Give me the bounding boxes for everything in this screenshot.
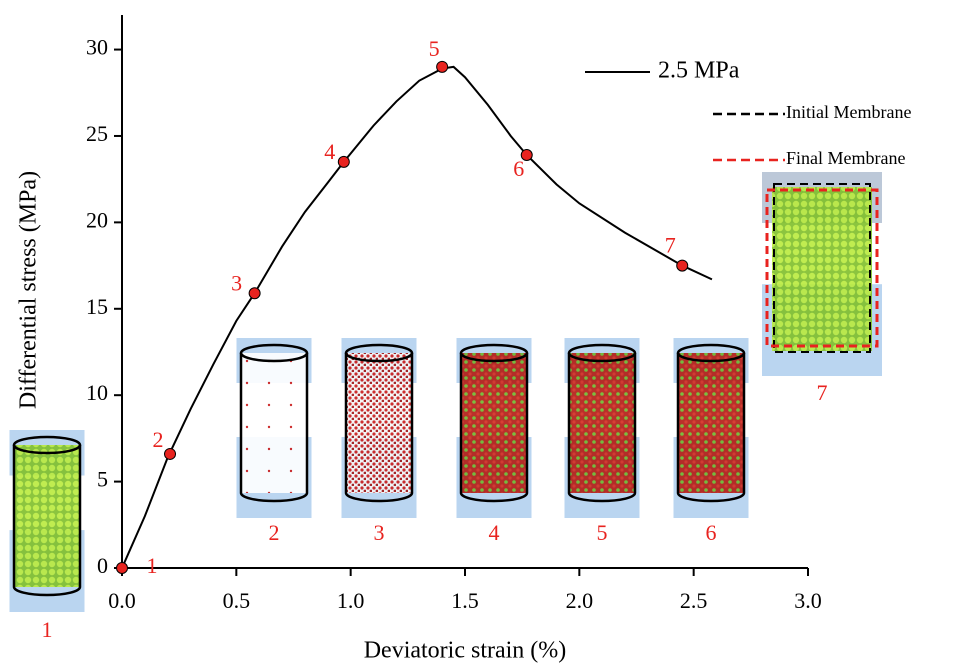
inset xyxy=(457,338,532,518)
x-tick-label: 2.5 xyxy=(680,588,708,613)
specimen xyxy=(346,353,412,493)
y-tick-label: 30 xyxy=(86,35,108,60)
x-tick-label: 0.5 xyxy=(223,588,251,613)
y-tick-label: 5 xyxy=(97,467,108,492)
inset xyxy=(237,338,312,518)
inset-label: 6 xyxy=(706,520,717,545)
chart: Deviatoric strain (%) Differential stres… xyxy=(0,0,979,669)
point xyxy=(437,61,448,72)
specimen xyxy=(14,445,80,587)
point xyxy=(117,563,128,574)
inset-label: 3 xyxy=(374,520,385,545)
inset xyxy=(342,338,417,518)
point-label: 1 xyxy=(147,553,158,578)
point xyxy=(677,260,688,271)
specimen xyxy=(241,353,307,493)
inset-label: 2 xyxy=(269,520,280,545)
inset xyxy=(674,338,749,518)
x-tick-label: 0.0 xyxy=(108,588,136,613)
inset-label: 7 xyxy=(817,380,828,405)
x-tick-label: 1.5 xyxy=(451,588,479,613)
inset-label: 1 xyxy=(42,617,53,642)
specimen xyxy=(678,353,744,493)
point-label: 5 xyxy=(429,36,440,61)
specimen xyxy=(569,353,635,493)
x-tick-label: 2.0 xyxy=(566,588,594,613)
legend-label: 2.5 MPa xyxy=(658,58,740,84)
x-axis-title: Deviatoric strain (%) xyxy=(364,638,567,664)
inset-label: 4 xyxy=(489,520,500,545)
specimen xyxy=(772,187,872,351)
y-tick-label: 0 xyxy=(97,553,108,578)
point xyxy=(165,448,176,459)
inset xyxy=(10,430,85,612)
specimen xyxy=(461,353,527,493)
legend-label: Final Membrane xyxy=(786,148,905,168)
point-label: 2 xyxy=(153,427,164,452)
point-label: 6 xyxy=(513,156,524,181)
point xyxy=(249,288,260,299)
point-label: 7 xyxy=(665,233,676,258)
y-tick-label: 20 xyxy=(86,207,108,232)
point-label: 3 xyxy=(231,270,242,295)
inset xyxy=(762,172,882,376)
y-axis-title: Differential stress (MPa) xyxy=(16,171,42,409)
point-label: 4 xyxy=(324,139,335,164)
y-tick-label: 10 xyxy=(86,380,108,405)
point xyxy=(338,156,349,167)
x-tick-label: 1.0 xyxy=(337,588,365,613)
inset xyxy=(565,338,640,518)
legend-label: Initial Membrane xyxy=(786,102,911,122)
y-tick-label: 15 xyxy=(86,294,108,319)
inset-label: 5 xyxy=(597,520,608,545)
y-tick-label: 25 xyxy=(86,121,108,146)
x-tick-label: 3.0 xyxy=(794,588,822,613)
